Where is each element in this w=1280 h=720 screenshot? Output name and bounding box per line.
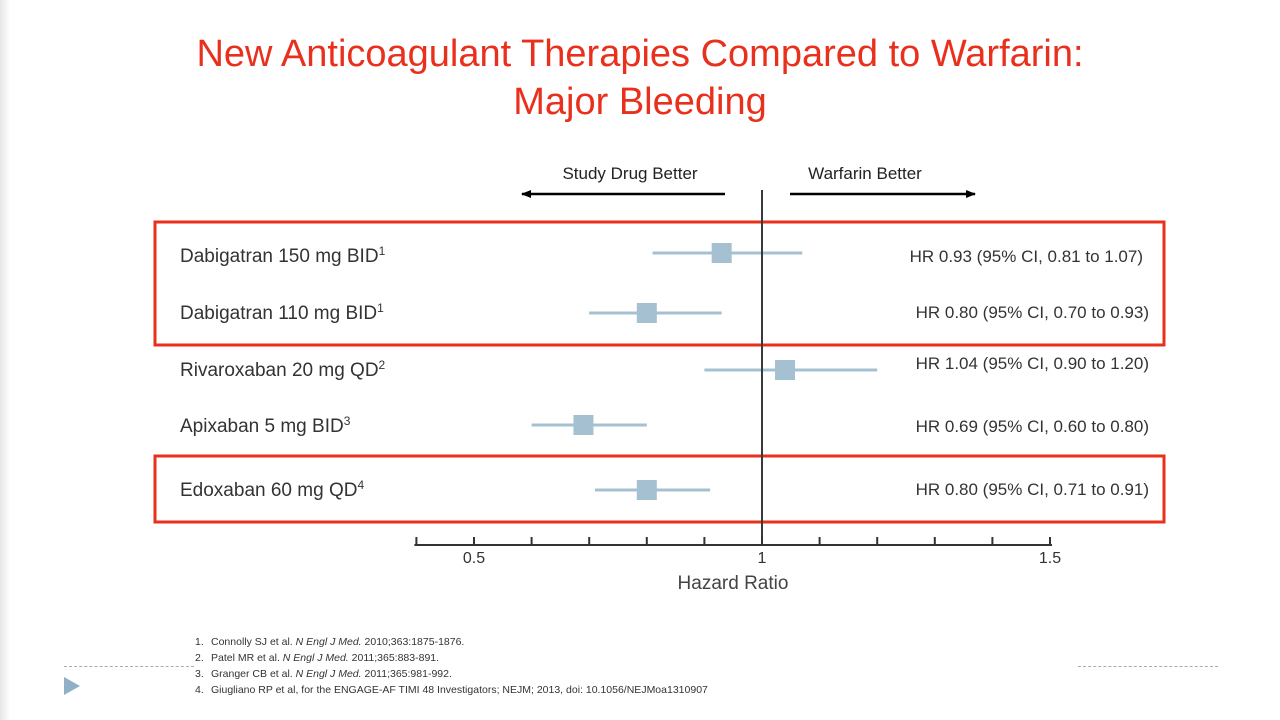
forest-row: Rivaroxaban 20 mg QD2 HR 1.04 (95% CI, 0.…	[180, 354, 1149, 381]
slide-edge-shadow	[0, 0, 10, 720]
footnote-item: 2. Patel MR et al. N Engl J Med. 2011;365…	[195, 650, 708, 666]
hr-marker	[636, 303, 657, 323]
footnote-text: Patel MR et al. N Engl J Med. 2011;365:8…	[211, 652, 440, 664]
highlight-box-1	[153, 454, 1166, 524]
footnote-text: Connolly SJ et al. N Engl J Med. 2010;36…	[211, 636, 465, 648]
footnote-item: 4. Giugliano RP et al, for the ENGAGE-AF …	[195, 682, 708, 698]
reference-superscript: 4	[357, 478, 364, 492]
forest-row: Dabigatran 150 mg BID1 HR 0.93 (95% CI, 0…	[180, 243, 1143, 267]
footnote-text: Granger CB et al. N Engl J Med. 2011;365…	[211, 668, 452, 680]
hr-marker	[775, 360, 796, 380]
drug-label: Apixaban 5 mg BID3	[180, 414, 351, 437]
direction-labels: Study Drug Better Warfarin Better	[521, 164, 976, 198]
hr-marker	[636, 480, 657, 500]
forest-plot: Study Drug Better Warfarin Better Dabiga…	[153, 164, 1166, 594]
reference-superscript: 3	[344, 414, 351, 428]
x-axis-tick-label: 1.5	[1039, 550, 1061, 567]
hr-label: HR 0.93 (95% CI, 0.81 to 1.07)	[910, 247, 1143, 266]
footnote-journal: N Engl J Med.	[295, 636, 362, 648]
drug-label: Dabigatran 150 mg BID1	[180, 244, 386, 267]
hr-marker	[573, 415, 594, 435]
footnotes: 1. Connolly SJ et al. N Engl J Med. 2010;…	[195, 634, 708, 698]
hr-label: HR 0.69 (95% CI, 0.60 to 0.80)	[916, 417, 1149, 436]
drug-label: Dabigatran 110 mg BID1	[180, 301, 384, 324]
footnote-number: 4.	[195, 684, 204, 696]
x-axis-tick-label: 1	[758, 550, 767, 567]
reference-superscript: 2	[379, 358, 386, 372]
highlight-box-0	[153, 220, 1166, 347]
drug-label: Edoxaban 60 mg QD4	[180, 478, 364, 501]
drug-label: Rivaroxaban 20 mg QD2	[180, 358, 386, 381]
footnote-number: 2.	[195, 652, 204, 664]
reference-superscript: 1	[377, 301, 384, 315]
direction-left-label: Study Drug Better	[562, 164, 697, 183]
footer-divider-right	[1078, 666, 1218, 667]
x-axis: 0.5 1 1.5	[414, 537, 1061, 567]
reference-superscript: 1	[379, 244, 386, 258]
footnote-journal: N Engl J Med.	[282, 652, 349, 664]
hr-label: HR 1.04 (95% CI, 0.90 to 1.20)	[916, 354, 1149, 373]
slide-title: New Anticoagulant Therapies Compared to …	[0, 30, 1280, 126]
footnote-item: 3. Granger CB et al. N Engl J Med. 2011;3…	[195, 666, 708, 682]
title-line-1: New Anticoagulant Therapies Compared to …	[196, 33, 1084, 75]
hr-marker	[711, 243, 732, 263]
forest-row: Edoxaban 60 mg QD4 HR 0.80 (95% CI, 0.71 …	[180, 478, 1149, 501]
x-axis-label: Hazard Ratio	[678, 573, 789, 594]
footnote-item: 1. Connolly SJ et al. N Engl J Med. 2010;…	[195, 634, 708, 650]
play-icon[interactable]	[64, 677, 80, 695]
footnote-number: 3.	[195, 668, 204, 680]
forest-row: Dabigatran 110 mg BID1 HR 0.80 (95% CI, 0…	[180, 301, 1149, 324]
footer-divider-left	[64, 666, 194, 667]
footnote-journal: N Engl J Med.	[295, 668, 362, 680]
hr-label: HR 0.80 (95% CI, 0.70 to 0.93)	[916, 303, 1149, 322]
forest-row: Apixaban 5 mg BID3 HR 0.69 (95% CI, 0.60 …	[180, 414, 1149, 437]
footnote-number: 1.	[195, 636, 204, 648]
direction-right-label: Warfarin Better	[808, 164, 922, 183]
hr-label: HR 0.80 (95% CI, 0.71 to 0.91)	[916, 480, 1149, 499]
footnote-text: Giugliano RP et al, for the ENGAGE-AF TI…	[211, 684, 708, 696]
x-axis-tick-label: 0.5	[463, 550, 485, 567]
title-line-2: Major Bleeding	[513, 81, 767, 123]
